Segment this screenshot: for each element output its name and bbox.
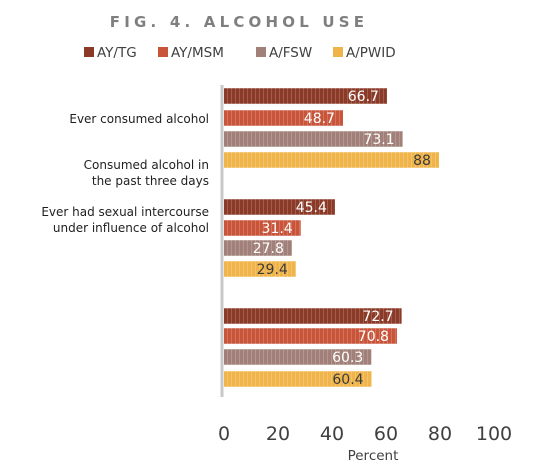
data-label: 88: [413, 153, 431, 169]
data-label: 60.3: [332, 350, 363, 366]
bar-texture: [224, 371, 372, 387]
legend-swatch: [158, 47, 168, 57]
x-tick-label: 60: [374, 423, 398, 445]
bar-texture: [224, 261, 296, 277]
x-tick-label: 100: [476, 423, 512, 445]
legend: AY/TG AY/MSM A/FSW A/PWID: [84, 45, 396, 61]
x-tick-label: 80: [428, 423, 452, 445]
data-label: 45.4: [296, 200, 327, 216]
x-axis-ticks: 0 20 40 60 80 100: [218, 423, 512, 445]
x-axis-label: Percent: [348, 448, 399, 464]
category-labels: Ever consumed alcohol Consumed alcohol in…: [41, 112, 209, 235]
x-tick-label: 40: [320, 423, 344, 445]
data-label: 73.1: [363, 132, 394, 148]
bar-texture: [224, 88, 387, 104]
bar-texture: [224, 220, 301, 236]
category-label: Consumed alcohol in the past three days: [84, 158, 209, 188]
bars: 66.7 48.7 73.1 88 45.431.4 27.8 29.4 72.7 70.8 60…: [224, 88, 439, 388]
data-label: 70.8: [358, 329, 389, 345]
legend-entry: AY/TG: [97, 45, 137, 61]
legend-swatch: [256, 47, 266, 57]
bar-texture: [224, 349, 372, 365]
bar-texture: [224, 110, 343, 126]
bar-texture: [224, 199, 335, 215]
category-label: Ever had sexual intercourse under influen…: [41, 205, 209, 235]
bar-texture: [224, 328, 397, 344]
data-label: 66.7: [348, 89, 379, 105]
data-label: 60.4: [332, 372, 363, 388]
x-tick-label: 20: [266, 423, 290, 445]
data-label: 29.4: [257, 262, 288, 278]
legend-entry: A/FSW: [269, 45, 312, 61]
data-label: 27.8: [253, 241, 284, 257]
category-label: Ever consumed alcohol: [69, 112, 209, 126]
data-label: 72.7: [362, 309, 393, 325]
legend-entry: AY/MSM: [171, 45, 224, 61]
data-label: 31.4: [262, 221, 293, 237]
bar-texture: [224, 240, 292, 256]
chart-title: FIG. 4. ALCOHOL USE: [110, 13, 368, 31]
legend-swatch: [84, 47, 94, 57]
data-label: 48.7: [304, 111, 335, 127]
bar-texture: [224, 131, 403, 147]
x-tick-label: 0: [218, 423, 230, 445]
legend-swatch: [333, 47, 343, 57]
legend-entry: A/PWID: [346, 45, 396, 61]
bar-texture: [224, 308, 402, 324]
bar-texture: [224, 152, 439, 168]
